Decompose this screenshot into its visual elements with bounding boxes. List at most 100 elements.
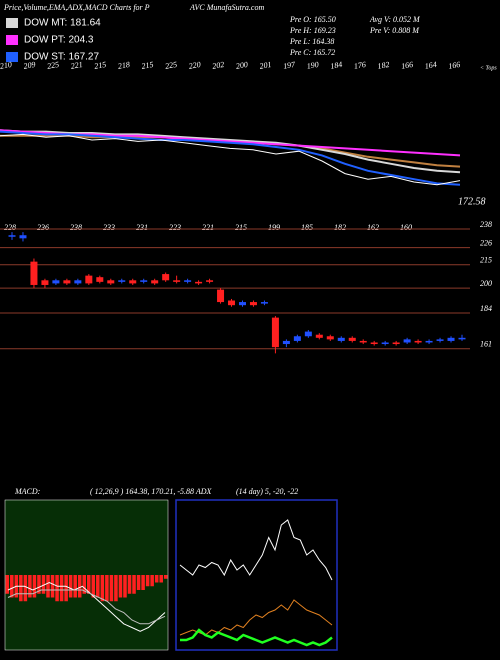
candle-body (293, 336, 301, 341)
candle-body (30, 261, 38, 285)
top-label: 185 (301, 223, 313, 232)
top-label: 225 (164, 60, 177, 71)
histogram-bar (55, 575, 59, 602)
info-text: Avg V: 0.052 M (369, 15, 421, 24)
info-text: Pre V: 0.808 M (369, 26, 420, 35)
series-line (0, 130, 461, 186)
candle-body (184, 280, 192, 282)
series-line (7, 581, 166, 632)
histogram-bar (64, 575, 68, 602)
legend-label: DOW MT: 181.64 (24, 18, 101, 29)
histogram-bar (132, 575, 136, 594)
candle-body (458, 337, 466, 340)
histogram-bar (154, 575, 159, 583)
legend-label: DOW PT: 204.3 (24, 35, 94, 46)
chart-title: Price,Volume,EMA,ADX,MACD Charts for P (3, 3, 150, 12)
top-label: 182 (377, 60, 390, 71)
candle-body (85, 275, 93, 284)
macd-subtitle: ( 12,26,9 ) 164.38, 170.21, -5.88 ADX (90, 487, 213, 496)
adx-title: (14 day) 5, -20, -22 (236, 487, 298, 496)
candle-body (195, 281, 203, 284)
candle-body (304, 331, 312, 337)
histogram-bar (141, 575, 145, 590)
histogram-bar (50, 575, 55, 598)
candle-body (337, 337, 345, 341)
candle-body (118, 280, 126, 282)
candle-body (271, 317, 279, 348)
histogram-bar (73, 575, 77, 598)
legend-swatch (6, 35, 18, 45)
macd-panel (4, 499, 169, 651)
candle-body (359, 340, 367, 343)
top-label: 220 (188, 60, 201, 71)
candle-body (249, 302, 257, 306)
series-line (7, 589, 166, 625)
y-tick-label: 200 (480, 279, 492, 288)
histogram-bar (100, 575, 105, 602)
y-tick-label: 184 (480, 304, 492, 313)
histogram-bar (68, 575, 73, 598)
candle-body (151, 280, 159, 284)
candle-body (107, 280, 115, 284)
histogram-bar (19, 575, 23, 602)
histogram-bar (77, 575, 82, 598)
macd-title: MACD: (14, 487, 41, 496)
chart-subtitle: AVC MunafaSutra.com (189, 3, 264, 12)
candle-body (52, 280, 60, 284)
top-label: 236 (37, 223, 49, 232)
candle-body (74, 280, 82, 284)
candle-body (41, 280, 49, 285)
top-label: 166 (400, 60, 413, 71)
top-label: 223 (169, 223, 181, 232)
candle-body (414, 340, 422, 343)
histogram-bar (96, 575, 100, 598)
top-label: 184 (330, 60, 343, 71)
histogram-bar (32, 575, 37, 598)
adx-panel (175, 499, 338, 651)
top-label: 225 (46, 60, 59, 71)
info-text: Pre O: 165.50 (289, 15, 336, 24)
histogram-bar (41, 575, 46, 594)
candle-body (8, 235, 16, 237)
candle-body (140, 280, 148, 282)
candle-body (425, 340, 433, 343)
histogram-bar (159, 575, 163, 583)
histogram-bar (118, 575, 123, 598)
top-label: 231 (136, 223, 148, 232)
top-label: 228 (4, 223, 16, 232)
y-tick-label: 161 (480, 340, 492, 349)
top-label: 238 (70, 223, 82, 232)
histogram-bar (10, 575, 14, 598)
histogram-bar (150, 575, 154, 587)
top-label: 202 (212, 60, 225, 71)
candle-body (129, 280, 137, 284)
histogram-bar (59, 575, 64, 602)
top-label: 164 (424, 60, 437, 71)
info-text: Pre L: 164.38 (289, 37, 334, 46)
candle-body (381, 342, 389, 345)
histogram-bar (37, 575, 41, 594)
top-label: 182 (334, 223, 346, 232)
histogram-bar (136, 575, 141, 590)
histogram-bar (123, 575, 127, 598)
top-label: 166 (448, 60, 461, 71)
histogram-bar (145, 575, 150, 587)
series-line (180, 628, 333, 647)
candle-body (238, 302, 246, 306)
top-label: 160 (400, 223, 412, 232)
histogram-bar (87, 575, 91, 594)
top-label: 221 (202, 223, 214, 232)
histogram-bar (46, 575, 50, 598)
top-label: 221 (70, 60, 83, 71)
legend-swatch (6, 18, 18, 28)
candle-body (217, 289, 225, 303)
candle-body (370, 342, 378, 345)
top-label: 176 (353, 60, 366, 71)
candle-body (19, 235, 27, 239)
info-text: Pre H: 169.23 (289, 26, 336, 35)
histogram-bar (28, 575, 32, 598)
candle-body (228, 300, 236, 306)
top-label: 210 (0, 60, 13, 71)
histogram-bar (5, 575, 10, 594)
